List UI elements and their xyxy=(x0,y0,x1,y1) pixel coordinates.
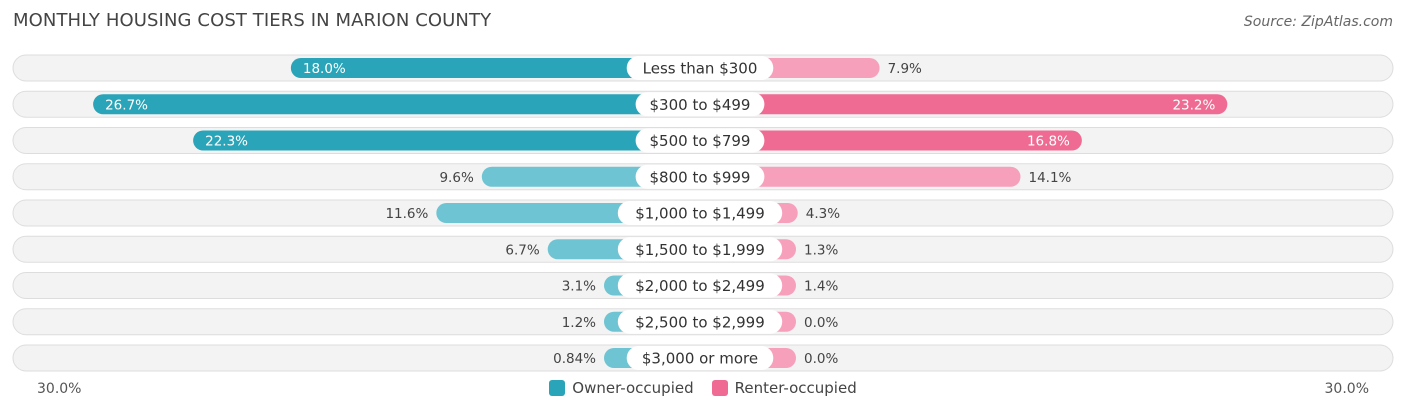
renter-bar xyxy=(700,94,1228,115)
renter-value-label: 16.8% xyxy=(1027,134,1070,150)
owner-value-label: 26.7% xyxy=(105,97,148,113)
renter-value-label: 1.4% xyxy=(804,279,838,295)
category-pill xyxy=(635,164,765,189)
category-pill xyxy=(617,201,783,225)
owner-value-label: 6.7% xyxy=(505,242,539,258)
legend: Owner-occupied Renter-occupied xyxy=(0,379,1406,397)
owner-value-label: 0.84% xyxy=(553,351,596,367)
chart-row: 26.7% 23.2% $300 to $499 xyxy=(12,90,1394,118)
category-label: $1,500 to $1,999 xyxy=(635,241,765,259)
renter-value-label: 7.9% xyxy=(888,61,922,77)
chart-row: 3.1% 1.4% $2,000 to $2,499 xyxy=(12,272,1394,299)
category-pill xyxy=(626,56,774,80)
owner-value-label: 9.6% xyxy=(439,170,473,186)
legend-swatch-renter xyxy=(711,380,728,396)
legend-item-renter: Renter-occupied xyxy=(711,379,857,397)
chart-row: 11.6% 4.3% $1,000 to $1,499 xyxy=(12,199,1394,227)
renter-value-label: 0.0% xyxy=(804,315,838,331)
category-pill xyxy=(617,309,783,334)
chart-row: 6.7% 1.3% $1,500 to $1,999 xyxy=(12,235,1394,263)
legend-label-renter: Renter-occupied xyxy=(734,379,857,397)
legend-swatch-owner xyxy=(549,380,566,396)
owner-value-label: 3.1% xyxy=(562,279,596,295)
renter-value-label: 1.3% xyxy=(804,242,838,258)
chart-row: 9.6% 14.1% $800 to $999 xyxy=(12,163,1394,191)
owner-bar xyxy=(193,130,700,151)
renter-value-label: 23.2% xyxy=(1172,97,1215,113)
category-pill xyxy=(635,128,765,153)
category-pill xyxy=(635,92,765,117)
chart-row: 22.3% 16.8% $500 to $799 xyxy=(12,127,1394,154)
source-label: Source: ZipAtlas.com xyxy=(1243,14,1393,30)
owner-value-label: 1.2% xyxy=(562,315,596,331)
chart-row: 18.0% 7.9% Less than $300 xyxy=(12,54,1394,82)
category-label: $2,000 to $2,499 xyxy=(635,277,765,295)
category-pill xyxy=(626,346,774,370)
category-label: $800 to $999 xyxy=(650,168,751,186)
legend-label-owner: Owner-occupied xyxy=(572,379,694,397)
category-label: $2,500 to $2,999 xyxy=(635,313,765,331)
category-label: Less than $300 xyxy=(643,60,758,78)
axis-label-right: 30.0% xyxy=(1324,381,1369,397)
category-pill xyxy=(617,237,783,262)
chart-row: 1.2% 0.0% $2,500 to $2,999 xyxy=(12,308,1394,336)
owner-value-label: 22.3% xyxy=(205,134,248,150)
chart-row: 0.84% 0.0% $3,000 or more xyxy=(12,344,1394,372)
category-label: $300 to $499 xyxy=(650,96,751,114)
renter-bar xyxy=(700,166,1021,187)
owner-bar xyxy=(290,58,700,78)
renter-bar xyxy=(700,130,1082,151)
owner-bar xyxy=(93,94,700,115)
owner-value-label: 18.0% xyxy=(303,61,346,77)
category-label: $500 to $799 xyxy=(650,132,751,150)
chart-title: MONTHLY HOUSING COST TIERS IN MARION COU… xyxy=(13,10,492,31)
legend-item-owner: Owner-occupied xyxy=(549,379,694,397)
renter-value-label: 14.1% xyxy=(1028,170,1071,186)
category-label: $3,000 or more xyxy=(642,350,758,368)
renter-value-label: 4.3% xyxy=(806,206,840,222)
owner-value-label: 11.6% xyxy=(385,206,428,222)
renter-value-label: 0.0% xyxy=(804,351,838,367)
axis-label-left: 30.0% xyxy=(37,381,82,397)
category-pill xyxy=(617,273,783,298)
category-label: $1,000 to $1,499 xyxy=(635,205,765,223)
